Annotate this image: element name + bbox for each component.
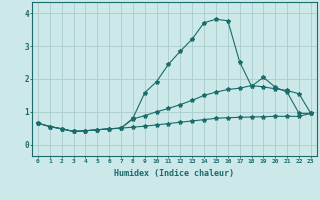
X-axis label: Humidex (Indice chaleur): Humidex (Indice chaleur) bbox=[115, 169, 234, 178]
